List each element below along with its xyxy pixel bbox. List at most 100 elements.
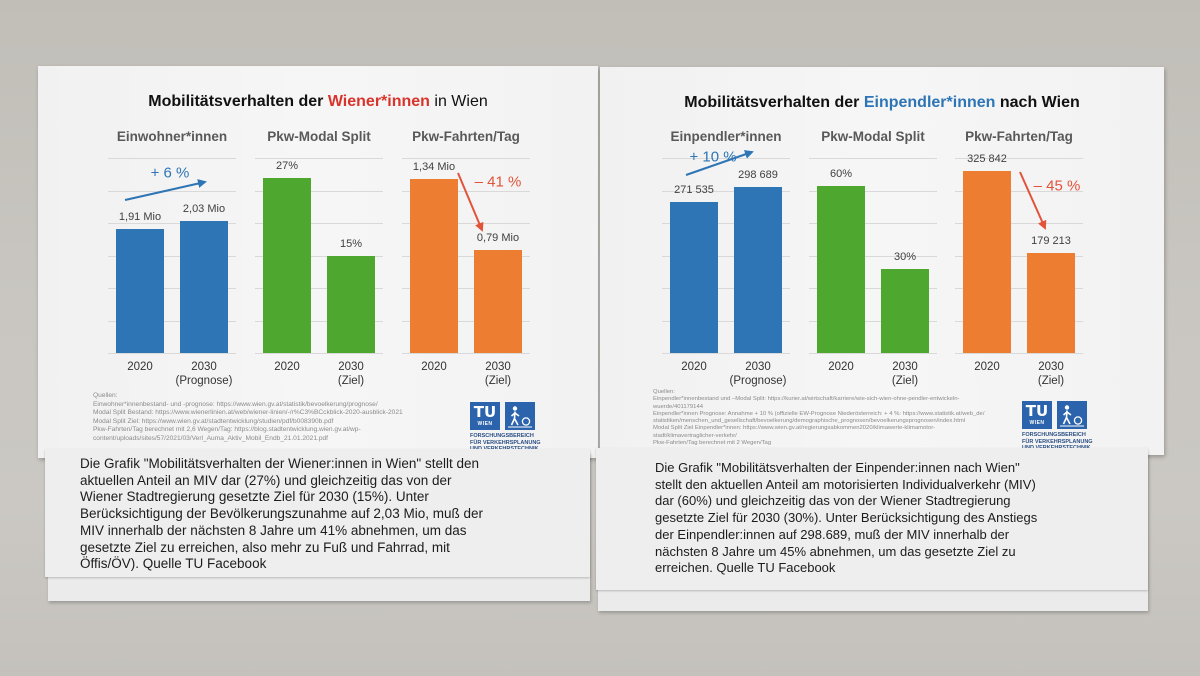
caption-line: der Einpendler:innen auf 298.689, muß de…: [655, 526, 1010, 542]
trend-arrow: [685, 150, 754, 176]
chart-pkw-modal-split: Pkw-Modal Split 27% 2020 15% 2030 (Ziel): [255, 129, 383, 387]
gridline: [955, 191, 1083, 192]
bar-2030: [180, 221, 228, 353]
plot-area: 1,34 Mio 2020 0,79 Mio 2030 (Ziel): [402, 158, 530, 387]
value-label: 1,34 Mio: [412, 160, 456, 173]
value-label: 298 689: [738, 168, 778, 181]
gridline: [955, 256, 1083, 257]
chart-pkw-fahrten-tag: Pkw-Fahrten/Tag 1,34 Mio 2020 0,79 Mio 2030…: [402, 129, 530, 387]
gridline: [402, 288, 530, 289]
change-annotation: + 6 %: [150, 164, 190, 182]
institute-line: FORSCHUNGSBEREICH: [1022, 432, 1086, 438]
gridline: [402, 353, 530, 354]
category-note: (Prognose): [729, 375, 787, 387]
value-label: 271 535: [674, 183, 714, 196]
chart-einpendler-innen: Einpendler*innen 271 535 2020 298 689 2030 (…: [662, 129, 790, 387]
caption-line: Öffis/ÖV). Quelle TU Facebook: [80, 556, 267, 572]
sources-block: Quellen: Einwohner*innenbestand- und -pro…: [93, 392, 403, 444]
institute-line: FÜR VERKEHRSPLANUNG: [1022, 438, 1093, 445]
caption-line: gesetzte Ziel für 2030 (30%). Unter Berü…: [655, 510, 1038, 526]
change-annotation: – 45 %: [1033, 177, 1081, 195]
chart-title: Pkw-Modal Split: [267, 129, 371, 144]
caption-line: stellt den aktuellen Anteil am motorisie…: [655, 476, 1036, 492]
bar-2020: [410, 178, 458, 353]
category-year: 2020: [974, 361, 1000, 373]
caption-line: Die Grafik "Mobilitätsverhalten der Einp…: [655, 460, 1020, 475]
category-year: 2030: [1038, 361, 1064, 373]
bar-2020: [670, 201, 718, 353]
category-label: 2020: [654, 360, 734, 374]
source-line: Quellen:: [93, 392, 118, 399]
caption-line: Berücksichtigung der Bevölkerungszunahme…: [80, 506, 483, 522]
gridline: [809, 256, 937, 257]
trend-arrow: [457, 172, 484, 232]
value-label: 27%: [275, 159, 299, 172]
chart-einwohner-innen: Einwohner*innen 1,91 Mio 2020 2,03 Mio 2030…: [108, 129, 236, 387]
chart-pkw-fahrten-tag: Pkw-Fahrten/Tag 325 842 2020 179 213 2030 (Z…: [955, 129, 1083, 387]
gridline: [955, 288, 1083, 289]
category-label: 2020: [801, 360, 881, 374]
plot-area: 1,91 Mio 2020 2,03 Mio 2030 (Prognose): [108, 158, 236, 387]
source-line: Einpendler*innen Prognose: Annahme + 10 …: [653, 410, 985, 417]
category-year: 2020: [828, 361, 854, 373]
gridline: [402, 256, 530, 257]
source-line: Modal Split Bestand: https://www.wienerl…: [93, 409, 403, 417]
source-line: wuerde/401179144: [653, 403, 704, 410]
category-note: (Ziel): [337, 375, 365, 387]
gridline: [255, 321, 383, 322]
tu-wien-logo: TU WIEN FORSCHUNGSBEREICH FÜR VERKEHRSPLA…: [1022, 401, 1094, 451]
gridline: [662, 353, 790, 354]
logo-name-text: WIEN: [477, 421, 493, 427]
change-annotation: – 41 %: [474, 173, 522, 191]
gridline: [809, 353, 937, 354]
mobility-pictogram-icon: [505, 402, 535, 430]
source-line: Einpendler*innenbestand und –Modal Split…: [653, 396, 960, 403]
gridline: [809, 288, 937, 289]
value-label: 60%: [829, 167, 853, 180]
bar-2020: [263, 177, 311, 353]
caption-line: Wiener Stadtregierung gesetzte Ziel für …: [80, 489, 429, 505]
category-label: 2030 (Prognose): [718, 360, 798, 388]
gridline: [108, 353, 236, 354]
tu-wien-mark: TU WIEN: [1022, 401, 1052, 429]
gridline: [255, 353, 383, 354]
poster-wiener-innen: Mobilitätsverhalten der Wiener*innen in …: [38, 66, 598, 458]
gridline: [662, 288, 790, 289]
category-year: 2030: [191, 361, 217, 373]
source-line: Pkw-Fahrten/Tag berechnet mit 2,6 Wegen/…: [93, 426, 361, 434]
source-line: statistiken/menschen_und_gesellschaft/be…: [653, 418, 966, 425]
source-line: Pkw-Fahrten/Tag berechnet mit 2 Wegen/Ta…: [653, 440, 772, 447]
poster-title: Mobilitätsverhalten der Einpendler*innen…: [600, 94, 1164, 112]
caption-text: Die Grafik "Mobilitätsverhalten der Wien…: [80, 456, 483, 573]
category-note: (Prognose): [175, 375, 233, 387]
plot-area: 325 842 2020 179 213 2030 (Ziel): [955, 153, 1083, 387]
source-line: Modal Split Ziel: https://www.wien.gv.at…: [93, 417, 334, 425]
gridline: [955, 223, 1083, 224]
category-label: 2020: [100, 360, 180, 374]
gridline: [955, 158, 1083, 159]
category-year: 2030: [745, 361, 771, 373]
source-line: Modal Split Ziel Einpendler*innen: https…: [653, 425, 936, 432]
caption-line: nächsten 8 Jahre um 45% abnehmen, um das…: [655, 543, 1016, 559]
institute-line: FORSCHUNGSBEREICH: [470, 433, 534, 439]
category-year: 2020: [421, 361, 447, 373]
bar-2020: [116, 228, 164, 353]
chart-title: Pkw-Modal Split: [821, 129, 925, 144]
caption-text: Die Grafik "Mobilitätsverhalten der Einp…: [655, 460, 1037, 577]
title-prefix: Mobilitätsverhalten der: [148, 93, 328, 110]
gridline: [662, 158, 790, 159]
title-highlight: Wiener*innen: [327, 93, 430, 110]
value-label: 1,91 Mio: [118, 210, 162, 223]
gridline: [402, 158, 530, 159]
category-label: 2030 (Ziel): [1011, 360, 1091, 388]
tu-wien-logo: TU WIEN FORSCHUNGSBEREICH FÜR VERKEHRSPLA…: [470, 402, 542, 452]
sources-block: Quellen: Einpendler*innenbestand und –Mod…: [653, 389, 984, 447]
gridline: [809, 158, 937, 159]
poster-title: Mobilitätsverhalten der Wiener*innen in …: [38, 93, 598, 111]
gridline: [809, 321, 937, 322]
gridline: [255, 288, 383, 289]
chart-pkw-modal-split: Pkw-Modal Split 60% 2020 30% 2030 (Ziel): [809, 129, 937, 387]
title-suffix: nach Wien: [995, 94, 1080, 111]
source-line: Quellen:: [653, 389, 675, 395]
category-label: 2020: [247, 360, 327, 374]
